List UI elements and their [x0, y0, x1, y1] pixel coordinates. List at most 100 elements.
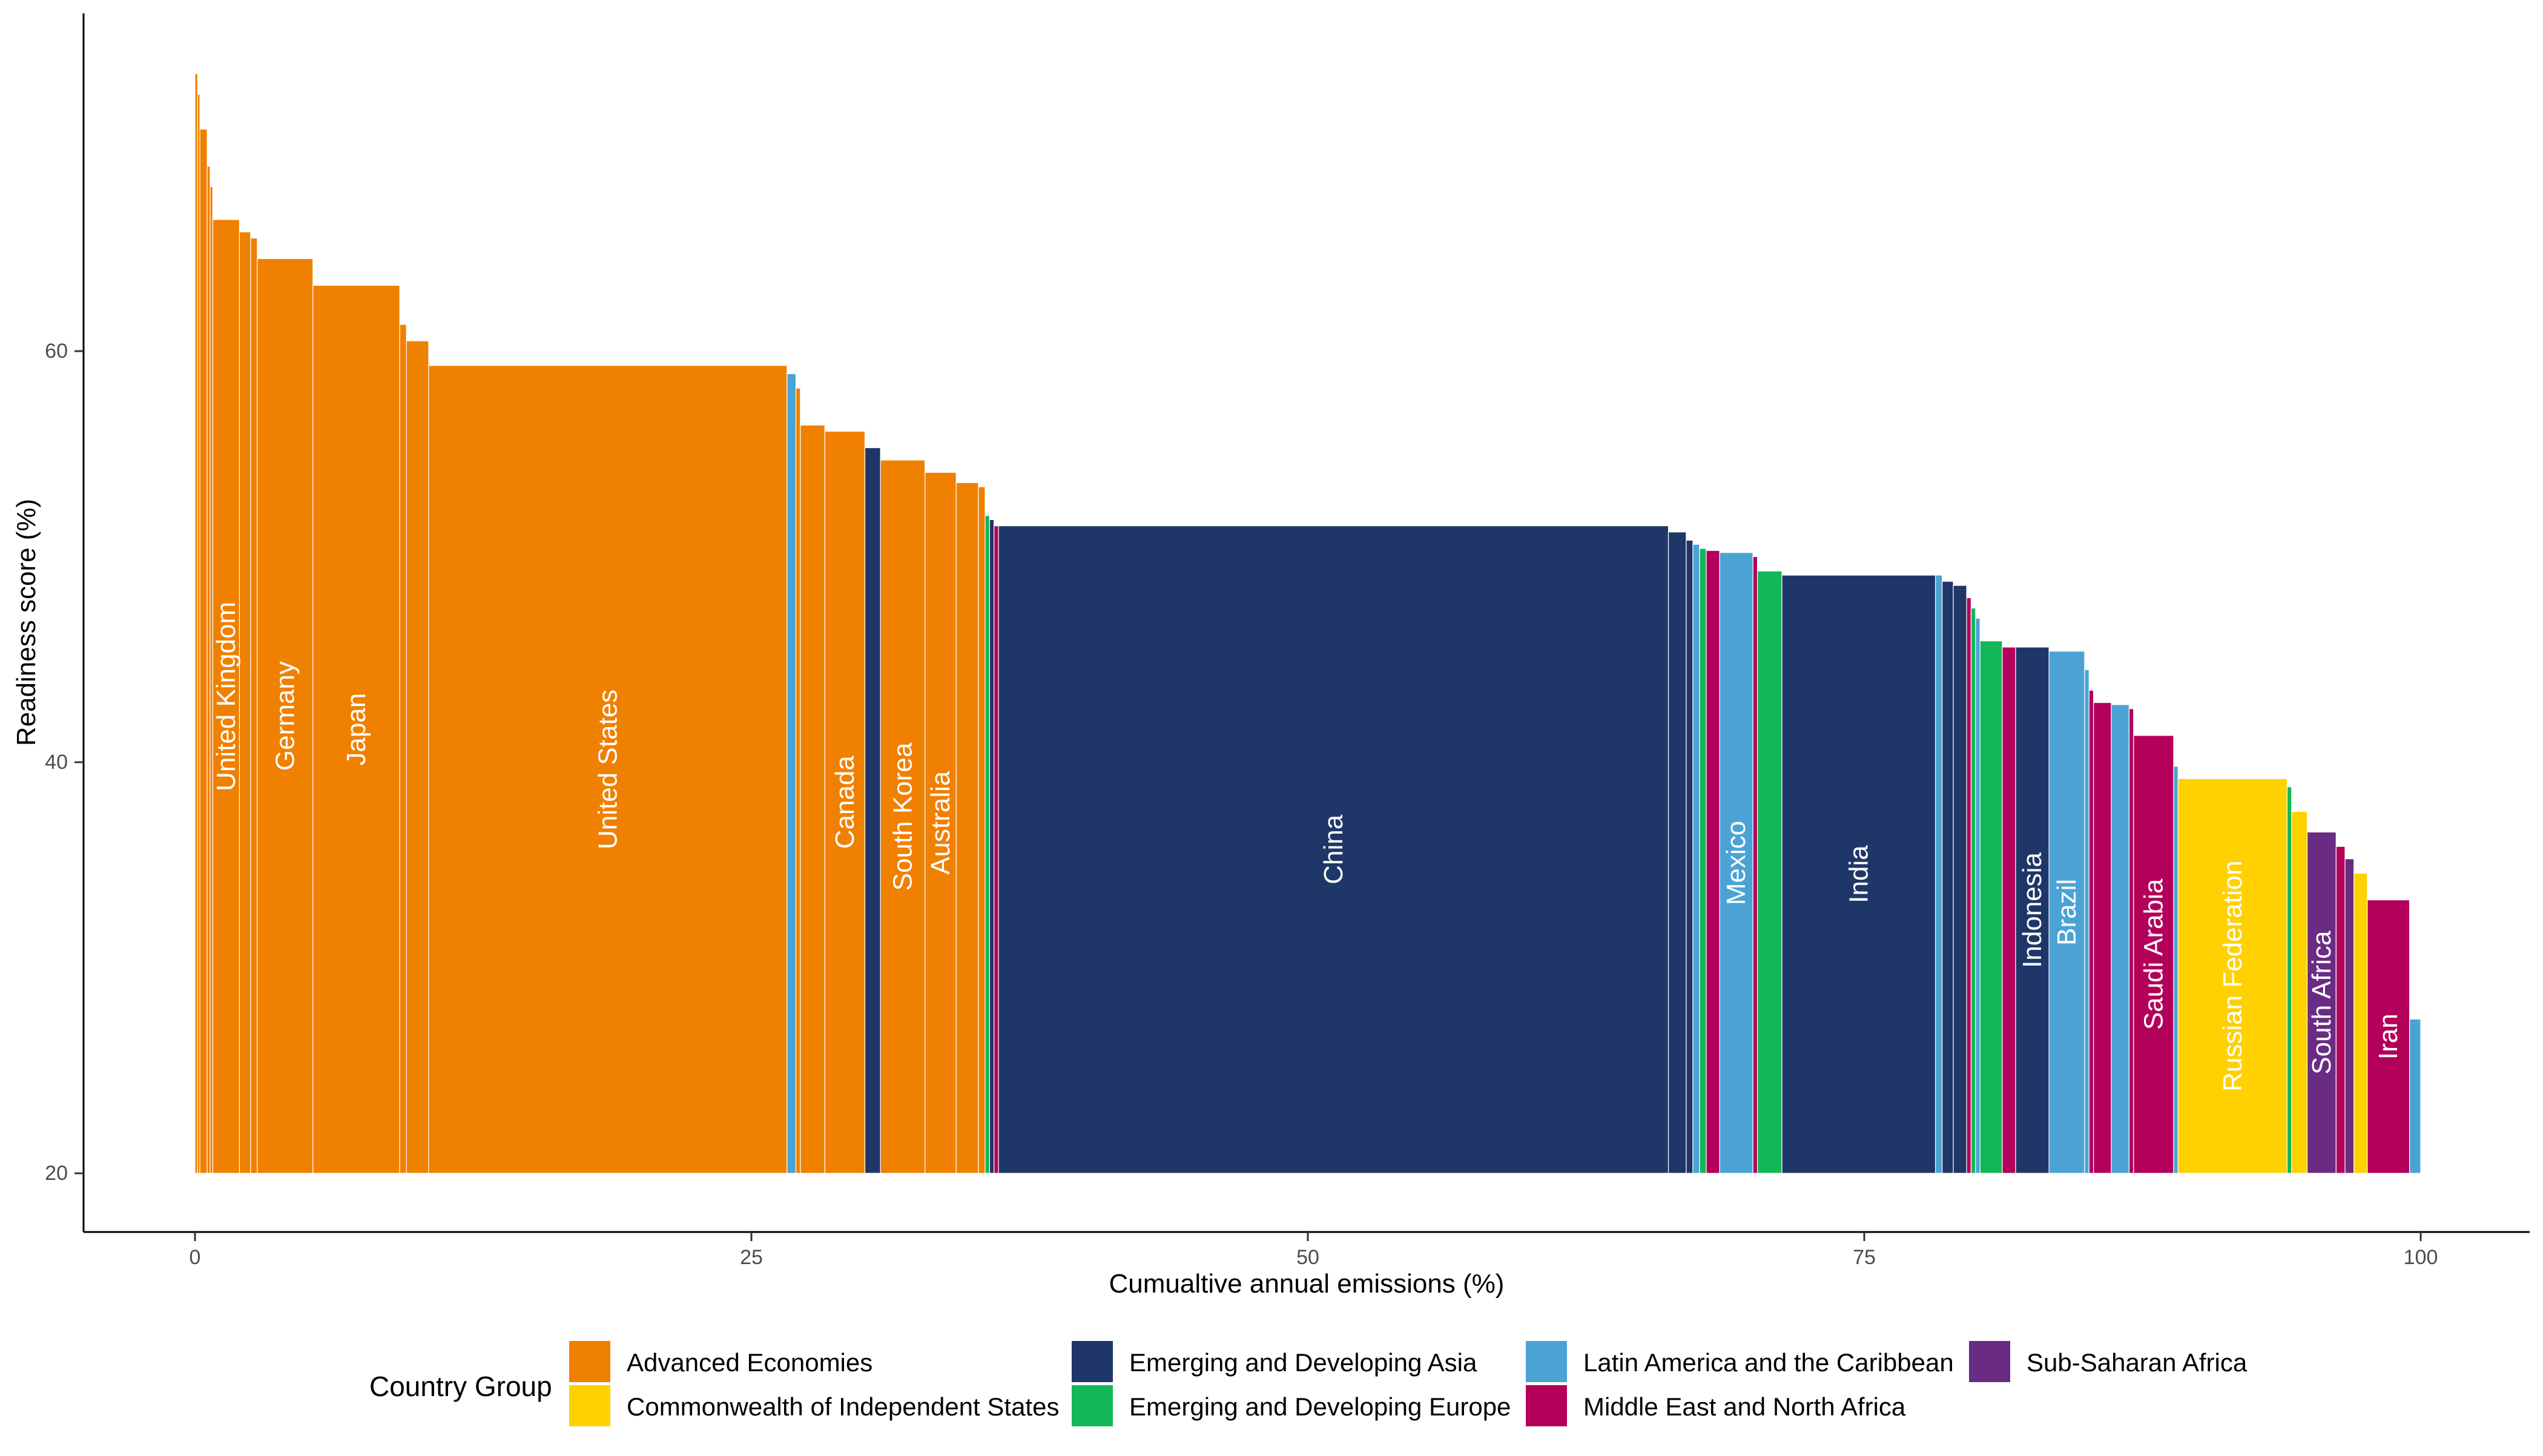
bar	[1719, 552, 1753, 1174]
bar	[428, 365, 788, 1174]
bar	[206, 165, 211, 1174]
bar	[925, 472, 957, 1174]
bar	[2084, 669, 2089, 1174]
bar	[2128, 708, 2134, 1174]
legend-swatch	[1072, 1341, 1113, 1382]
x-tick-label: 100	[2404, 1246, 2438, 1269]
bar	[406, 340, 429, 1174]
bar-label: Japan	[341, 693, 371, 766]
bar-label: Russian Federation	[2218, 860, 2248, 1092]
legend-label: Emerging and Developing Europe	[1129, 1392, 1511, 1421]
bar	[2173, 766, 2179, 1174]
x-tick-label: 50	[1296, 1246, 1319, 1269]
bar	[978, 486, 986, 1174]
bar-label: Australia	[926, 771, 955, 875]
bars-layer	[194, 73, 2421, 1174]
legend-swatch	[1969, 1341, 2010, 1382]
bar	[824, 430, 866, 1174]
bar	[1752, 556, 1758, 1174]
bar	[800, 424, 825, 1174]
legend-swatch	[569, 1341, 610, 1382]
bar	[880, 460, 926, 1174]
y-axis-title: Readiness score (%)	[12, 499, 41, 746]
bar	[1979, 641, 2003, 1174]
bar-label: Canada	[830, 756, 860, 849]
bar	[2048, 651, 2085, 1174]
x-tick-label: 0	[190, 1246, 201, 1269]
bar	[2133, 735, 2174, 1174]
bar	[1667, 532, 1687, 1174]
bar-label: Germany	[270, 661, 300, 771]
legend-swatch	[569, 1385, 610, 1426]
bar-label: United Kingdom	[211, 602, 241, 791]
bar-label: China	[1319, 814, 1348, 884]
bar	[399, 324, 407, 1174]
bar	[787, 373, 797, 1174]
bar	[795, 387, 801, 1174]
bar	[2367, 899, 2410, 1174]
bar	[2286, 786, 2292, 1174]
bar	[1966, 597, 1972, 1174]
axes-layer	[82, 13, 2530, 1233]
bar	[2093, 702, 2112, 1174]
legend-swatch	[1526, 1385, 1567, 1426]
bar	[864, 447, 881, 1174]
bar	[2002, 647, 2016, 1174]
ticks-layer: 0 25 50 75 100 20 40 60	[45, 340, 2438, 1269]
bar-label: Indonesia	[2017, 852, 2047, 967]
legend-swatch	[1526, 1341, 1567, 1382]
bar	[2088, 690, 2094, 1174]
bar	[194, 73, 199, 1174]
x-axis-title: Cumualtive annual emissions (%)	[1109, 1269, 1505, 1299]
bar	[212, 219, 240, 1174]
bar-label: India	[1844, 845, 1873, 903]
y-tick-label: 60	[45, 340, 68, 363]
legend-label: Commonwealth of Independent States	[627, 1392, 1060, 1421]
bar	[955, 482, 979, 1174]
legend-label: Emerging and Developing Asia	[1129, 1348, 1477, 1377]
bar-label: South Korea	[888, 742, 918, 891]
bar	[1706, 550, 1720, 1174]
bar-label: Iran	[2373, 1013, 2403, 1059]
bar	[199, 128, 208, 1174]
bar	[2111, 704, 2130, 1174]
legend-label: Latin America and the Caribbean	[1583, 1348, 1954, 1377]
bar	[239, 231, 251, 1174]
legend-label: Advanced Economies	[627, 1348, 873, 1377]
bar	[985, 515, 990, 1174]
bar	[2409, 1018, 2421, 1174]
bar	[994, 525, 999, 1174]
bar	[1942, 581, 1954, 1174]
bar	[998, 525, 1669, 1174]
y-tick-label: 20	[45, 1162, 68, 1185]
bar	[312, 285, 400, 1174]
bar-label: South Africa	[2307, 931, 2337, 1075]
bar-label: Saudi Arabia	[2139, 878, 2168, 1030]
bar	[1781, 575, 1936, 1174]
bar-label: Mexico	[1721, 821, 1751, 905]
legend-title: Country Group	[369, 1371, 552, 1402]
bar	[1686, 539, 1694, 1174]
legend: Country Group Advanced Economies Commonw…	[369, 1335, 2367, 1438]
bar	[1692, 544, 1700, 1174]
bar	[250, 237, 258, 1174]
bar	[1699, 548, 1707, 1174]
bar	[2177, 778, 2288, 1174]
bar	[1970, 607, 1976, 1174]
bar	[2015, 647, 2050, 1174]
bar	[1975, 618, 1981, 1174]
bar	[1953, 585, 1967, 1174]
y-tick-label: 40	[45, 751, 68, 774]
legend-swatch	[1072, 1385, 1113, 1426]
bar	[2344, 858, 2355, 1174]
legend-label: Sub-Saharan Africa	[2027, 1348, 2248, 1377]
bar-labels-layer: United Kingdom Germany Japan United States C…	[211, 602, 2403, 1092]
bar	[989, 519, 995, 1174]
bar	[2335, 846, 2346, 1174]
bar	[2353, 872, 2368, 1174]
bar	[1756, 570, 1783, 1174]
bar-label: Brazil	[2052, 879, 2082, 946]
x-tick-label: 75	[1853, 1246, 1876, 1269]
